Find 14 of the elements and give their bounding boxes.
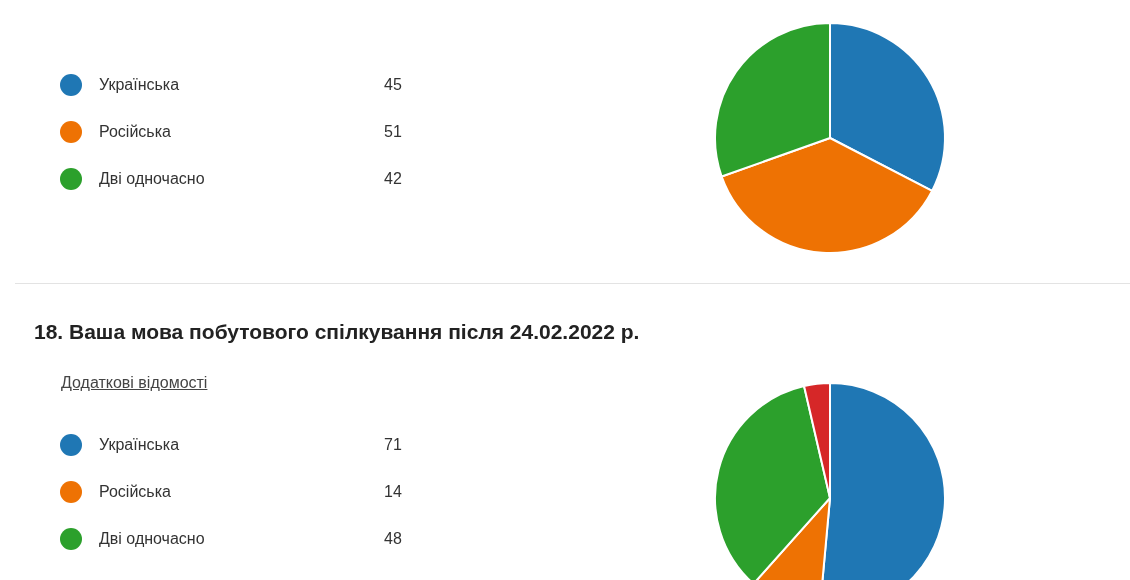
data-label: 45: [384, 76, 402, 94]
text: Додаткові відомості: [61, 374, 208, 392]
legend-label: Російська: [99, 123, 171, 141]
legend-label: Дві одночасно: [99, 170, 205, 188]
legend-label: Російська: [99, 483, 171, 501]
data-label: 14: [384, 483, 402, 501]
legend-label: Дві одночасно: [99, 530, 205, 548]
data-label: 48: [384, 530, 402, 548]
legend-label: Українська: [99, 76, 180, 94]
data-label: 42: [384, 170, 402, 188]
data-label: 51: [384, 123, 402, 141]
data-label: 71: [384, 436, 402, 454]
chart-title: 18. Ваша мова побутового спілкування після 24.02.2022 р.: [34, 320, 640, 344]
legend-label: Українська: [99, 436, 180, 454]
